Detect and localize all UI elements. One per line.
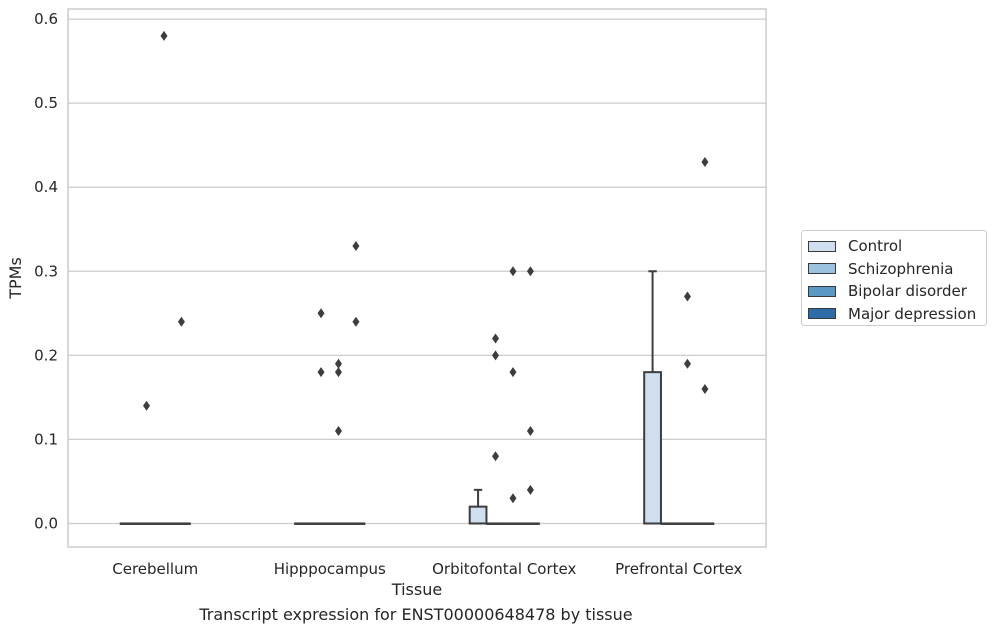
x-axis-title: Tissue bbox=[391, 580, 442, 599]
box-1-1 bbox=[311, 522, 331, 525]
legend-swatch-control bbox=[808, 240, 836, 252]
box-2-3 bbox=[678, 522, 697, 525]
box-2-0 bbox=[154, 522, 174, 525]
box-1-2 bbox=[486, 522, 505, 525]
y-tick-label: 0.1 bbox=[34, 430, 58, 448]
legend-swatch-schizophrenia bbox=[808, 263, 836, 275]
outlier-marker bbox=[683, 358, 691, 369]
box-0-0 bbox=[119, 522, 139, 525]
y-tick-label: 0.2 bbox=[34, 346, 58, 364]
legend-item-bipolar-disorder: Bipolar disorder bbox=[808, 280, 986, 303]
legend-swatch-bipolar-disorder bbox=[808, 285, 836, 297]
x-tick-label: Cerebellum bbox=[112, 560, 198, 578]
outlier-marker bbox=[352, 241, 360, 252]
outlier-marker bbox=[334, 358, 342, 369]
outlier-marker bbox=[701, 156, 709, 167]
legend-item-control: Control bbox=[808, 235, 986, 258]
legend-label-schizophrenia: Schizophrenia bbox=[848, 259, 954, 278]
legend-swatch-major-depression bbox=[808, 308, 836, 320]
outlier-marker bbox=[177, 316, 185, 327]
box-0-2 bbox=[468, 488, 488, 525]
y-tick-label: 0.4 bbox=[34, 178, 58, 196]
outlier-marker bbox=[317, 367, 325, 378]
plot-area-frame bbox=[67, 8, 767, 548]
outlier-marker bbox=[701, 383, 709, 394]
legend-item-schizophrenia: Schizophrenia bbox=[808, 258, 986, 281]
outlier-marker bbox=[334, 425, 342, 436]
boxes bbox=[119, 270, 715, 525]
outlier-marker bbox=[352, 316, 360, 327]
x-tick-label: Hipppocampus bbox=[274, 560, 386, 578]
outlier-marker bbox=[492, 350, 500, 361]
x-tick-label: Orbitofontal Cortex bbox=[432, 560, 576, 578]
outlier-marker bbox=[683, 291, 691, 302]
y-axis-ticks: 0.0 0.1 0.2 0.3 0.4 0.5 0.6 bbox=[34, 10, 58, 532]
legend-label-control: Control bbox=[848, 237, 903, 256]
outlier-marker bbox=[143, 400, 151, 411]
box-2-1 bbox=[329, 522, 348, 525]
x-tick-label: Prefrontal Cortex bbox=[615, 560, 742, 578]
y-tick-label: 0.6 bbox=[34, 10, 58, 28]
outlier-marker bbox=[334, 367, 342, 378]
gridlines bbox=[68, 18, 766, 525]
box-1-0 bbox=[137, 522, 156, 525]
outlier-marker bbox=[509, 493, 517, 504]
outlier-marker bbox=[492, 451, 500, 462]
chart-title: Transcript expression for ENST0000064847… bbox=[199, 605, 633, 624]
legend: Control Schizophrenia Bipolar disorder M… bbox=[801, 230, 987, 326]
outlier-marker bbox=[317, 308, 325, 319]
outlier-marker bbox=[492, 333, 500, 344]
box-2-2 bbox=[503, 522, 523, 525]
outlier-marker bbox=[526, 266, 534, 277]
outlier-marker bbox=[509, 266, 517, 277]
y-tick-label: 0.3 bbox=[34, 262, 58, 280]
box-body bbox=[643, 371, 662, 525]
box-3-1 bbox=[346, 522, 366, 525]
box-3-0 bbox=[172, 522, 191, 525]
box-3-2 bbox=[521, 522, 540, 525]
outliers bbox=[143, 30, 709, 504]
legend-item-major-depression: Major depression bbox=[808, 303, 986, 326]
legend-label-bipolar-disorder: Bipolar disorder bbox=[848, 282, 967, 301]
outlier-marker bbox=[526, 484, 534, 495]
box-1-3 bbox=[660, 522, 680, 525]
y-axis-title: TPMs bbox=[6, 257, 25, 300]
outlier-marker bbox=[509, 367, 517, 378]
y-tick-label: 0.5 bbox=[34, 94, 58, 112]
legend-label-major-depression: Major depression bbox=[848, 304, 977, 323]
y-tick-label: 0.0 bbox=[34, 514, 58, 532]
box-body bbox=[468, 505, 488, 525]
box-0-3 bbox=[643, 270, 662, 525]
outlier-marker bbox=[160, 30, 168, 41]
outlier-marker bbox=[526, 425, 534, 436]
x-axis-ticks: Cerebellum Hipppocampus Orbitofontal Corte… bbox=[112, 560, 742, 578]
box-3-3 bbox=[695, 522, 715, 525]
box-0-1 bbox=[294, 522, 313, 525]
